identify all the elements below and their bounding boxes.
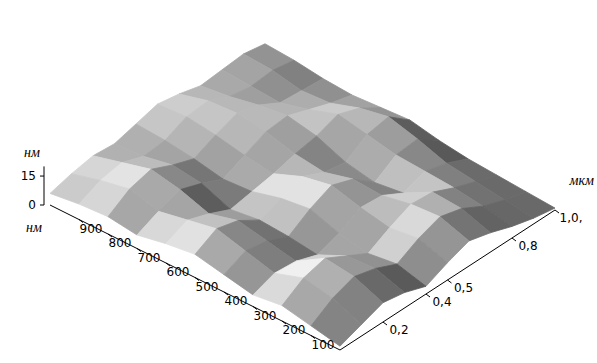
svg-text:700: 700 — [138, 251, 161, 265]
svg-text:0,8: 0,8 — [518, 239, 537, 253]
svg-text:100: 100 — [312, 338, 335, 352]
svg-text:800: 800 — [109, 236, 132, 250]
svg-text:15: 15 — [21, 169, 36, 183]
svg-text:0: 0 — [28, 198, 36, 212]
svg-text:300: 300 — [254, 309, 277, 323]
svg-text:500: 500 — [196, 280, 219, 294]
svg-text:1,0,: 1,0, — [560, 211, 583, 225]
svg-text:нм: нм — [26, 220, 42, 235]
svg-text:0,4: 0,4 — [432, 295, 451, 309]
svg-text:0,2: 0,2 — [389, 323, 408, 337]
svg-text:400: 400 — [225, 294, 248, 308]
svg-text:0,5: 0,5 — [454, 281, 473, 295]
svg-text:мкм: мкм — [569, 173, 594, 188]
svg-text:200: 200 — [283, 323, 306, 337]
svg-text:900: 900 — [80, 222, 103, 236]
svg-text:600: 600 — [167, 265, 190, 279]
svg-text:нм: нм — [24, 145, 40, 160]
